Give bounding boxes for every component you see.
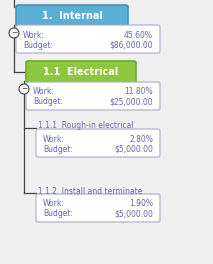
Text: Work:: Work: — [43, 200, 65, 209]
FancyBboxPatch shape — [16, 5, 128, 27]
Text: Budget:: Budget: — [33, 97, 63, 106]
Text: Budget:: Budget: — [43, 144, 73, 153]
Text: 1.1  Electrical: 1.1 Electrical — [43, 67, 119, 77]
Text: −: − — [21, 84, 27, 93]
Text: Budget:: Budget: — [43, 210, 73, 219]
Text: Work:: Work: — [43, 134, 65, 144]
Text: 11.80%: 11.80% — [124, 87, 153, 97]
FancyBboxPatch shape — [26, 61, 136, 83]
FancyBboxPatch shape — [16, 25, 160, 53]
Text: 45.60%: 45.60% — [124, 31, 153, 40]
Circle shape — [19, 84, 29, 94]
Circle shape — [9, 28, 19, 38]
Text: $5,000.00: $5,000.00 — [114, 144, 153, 153]
Text: $5,000.00: $5,000.00 — [114, 210, 153, 219]
Text: 1.1.2  Install and terminate: 1.1.2 Install and terminate — [38, 186, 142, 196]
Text: 1.  Internal: 1. Internal — [42, 11, 102, 21]
Text: $86,000.00: $86,000.00 — [109, 40, 153, 50]
Text: Work:: Work: — [23, 31, 45, 40]
Text: 2.80%: 2.80% — [129, 134, 153, 144]
Text: Budget:: Budget: — [23, 40, 53, 50]
Text: −: − — [11, 29, 17, 37]
Text: Work:: Work: — [33, 87, 55, 97]
FancyBboxPatch shape — [36, 194, 160, 222]
Text: 1.1.1  Rough-in electrical: 1.1.1 Rough-in electrical — [38, 121, 134, 130]
Text: $25,000.00: $25,000.00 — [109, 97, 153, 106]
FancyBboxPatch shape — [26, 82, 160, 110]
FancyBboxPatch shape — [36, 129, 160, 157]
Text: 1.90%: 1.90% — [129, 200, 153, 209]
